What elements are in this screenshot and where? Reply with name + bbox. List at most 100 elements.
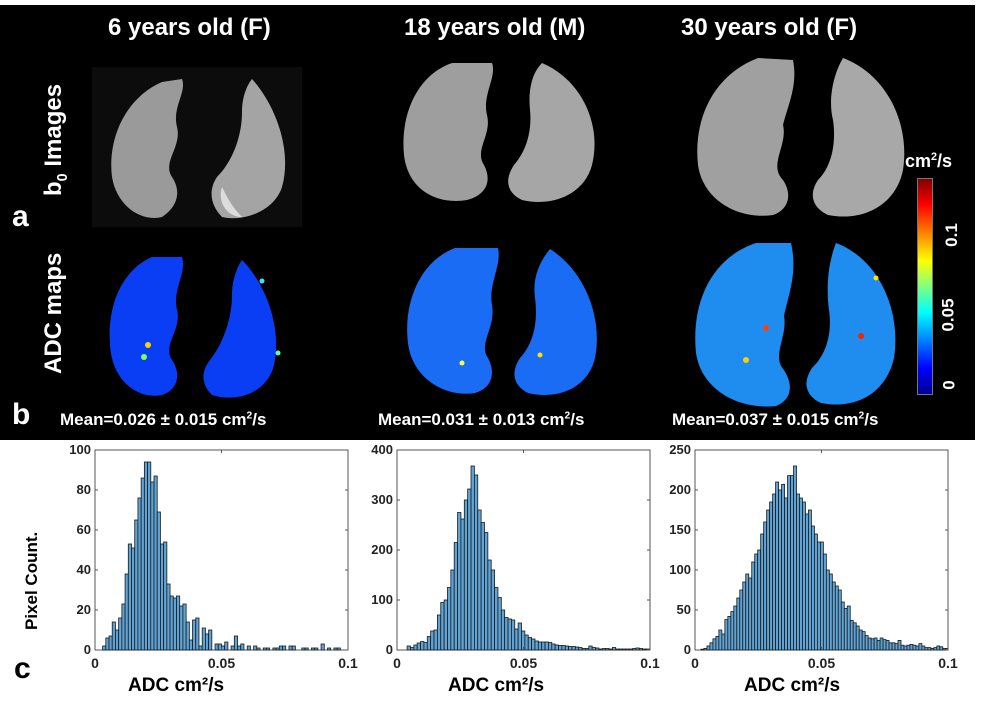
histogram-bar <box>733 605 738 651</box>
histogram-bar <box>195 617 200 651</box>
histogram-bar <box>709 642 714 651</box>
histogram-bar <box>150 481 155 651</box>
histogram-bar <box>751 561 756 651</box>
histogram-bar <box>595 647 600 651</box>
histogram-bar <box>700 648 705 651</box>
histogram-bar <box>879 637 884 651</box>
histogram-bar <box>272 647 277 651</box>
histogram-bar <box>918 643 923 651</box>
histogram-bar <box>793 465 797 651</box>
histogram-bar <box>802 501 806 651</box>
histogram-bar <box>108 635 113 651</box>
histogram-bar <box>443 599 448 651</box>
histogram-bar <box>855 625 860 651</box>
x-tick-label: 0.05 <box>208 655 235 671</box>
mean-sup: 2 <box>564 410 571 422</box>
x-tick-label: 0 <box>91 655 99 671</box>
histogram-bar <box>635 647 640 651</box>
histogram-bar <box>430 630 435 651</box>
histogram-bar <box>160 543 165 651</box>
y-tick-label: 80 <box>77 482 91 497</box>
histogram-bar <box>246 645 251 651</box>
colorbar-unit: cm2/s <box>905 151 952 172</box>
y-tick-label: 0 <box>684 642 691 657</box>
histogram-bar <box>179 605 184 651</box>
histogram-bar <box>912 644 917 651</box>
histogram-bar <box>457 512 462 651</box>
histogram-bar <box>608 648 613 651</box>
y-tick-label: 20 <box>77 602 91 617</box>
x-tick-label: 0 <box>691 655 699 671</box>
adc-map-18yo <box>407 248 597 395</box>
histogram-bar <box>605 648 610 651</box>
histogram-bar <box>799 497 803 651</box>
histogram-bar <box>240 643 245 651</box>
histogram-bar <box>314 647 319 651</box>
histogram-bar <box>477 509 482 651</box>
colorbar-tick-0: 0 <box>939 380 959 390</box>
histogram-bar <box>808 509 812 651</box>
y-tick-label: 100 <box>371 592 393 607</box>
histogram-30yo: 0 50 100 150 200 250 0 0.05 0.1 <box>669 445 958 671</box>
colorbar <box>917 178 933 395</box>
histogram-bar <box>784 497 788 651</box>
y-tick-label: 0 <box>84 642 91 657</box>
histogram-bar <box>739 589 744 651</box>
histogram-bar <box>166 583 171 651</box>
histogram-bar <box>176 595 181 651</box>
panel-letter-b: b <box>12 398 31 431</box>
histogram-bar <box>715 635 720 651</box>
histogram-bar <box>208 629 213 651</box>
b0-image-30yo <box>697 58 905 217</box>
histogram-bar <box>846 605 851 651</box>
histogram-bar <box>763 521 768 651</box>
histogram-bar <box>301 647 306 651</box>
column-title-6yo: 6 years old (F) <box>108 14 271 41</box>
y-tick-label: 40 <box>77 562 91 577</box>
histogram-bar <box>805 513 809 651</box>
histogram-bar <box>233 635 238 651</box>
histogram-bar <box>724 619 729 651</box>
mean-sup: 2 <box>246 410 253 422</box>
adc-map-30yo <box>695 243 896 407</box>
histogram-bar <box>548 642 553 651</box>
y-tick-label: 100 <box>69 445 91 457</box>
histogram-bar <box>291 645 296 651</box>
histogram-bar <box>939 646 944 651</box>
x-axis-label-30yo: ADC cm²/s <box>744 675 841 696</box>
histogram-bar <box>410 647 415 651</box>
histogram-bar <box>137 497 142 651</box>
histogram-bar <box>140 477 145 651</box>
histogram-bar <box>504 617 509 651</box>
histogram-bar <box>601 648 607 651</box>
histogram-18yo: 0 100 200 300 400 0 0.05 0.1 <box>371 445 660 671</box>
histogram-bar <box>500 609 506 651</box>
x-tick-label: 0.1 <box>938 655 958 671</box>
b0-main: b <box>40 181 67 196</box>
histogram-bar <box>185 621 190 651</box>
histogram-bar <box>172 597 177 651</box>
mean-tail: /s <box>252 410 267 429</box>
colorbar-tick-0.1: 0.1 <box>941 223 961 247</box>
histogram-bar <box>754 553 759 651</box>
plot-area <box>396 449 651 651</box>
x-axis-label-6yo: ADC cm²/s <box>128 675 225 696</box>
histogram-bar <box>163 541 168 651</box>
histogram-bar <box>873 637 878 651</box>
histogram-bar <box>712 638 717 651</box>
column-title-18yo: 18 years old (M) <box>404 14 586 41</box>
histogram-bar <box>561 645 566 651</box>
histogram-bar <box>544 641 549 651</box>
histogram-bar <box>721 633 726 651</box>
y-tick-label: 400 <box>371 445 393 457</box>
histogram-bar <box>778 489 782 651</box>
x-tick-label: 0.05 <box>510 655 537 671</box>
histogram-bar <box>480 522 485 651</box>
histogram-bar <box>849 619 854 651</box>
mean-tail: /s <box>864 410 879 429</box>
x-tick-label: 0 <box>393 655 401 671</box>
colorbar-tick-0.05: 0.05 <box>938 298 958 332</box>
histogram-bar <box>115 629 120 651</box>
histogram-bar <box>876 639 881 651</box>
mean-sup: 2 <box>858 410 865 422</box>
